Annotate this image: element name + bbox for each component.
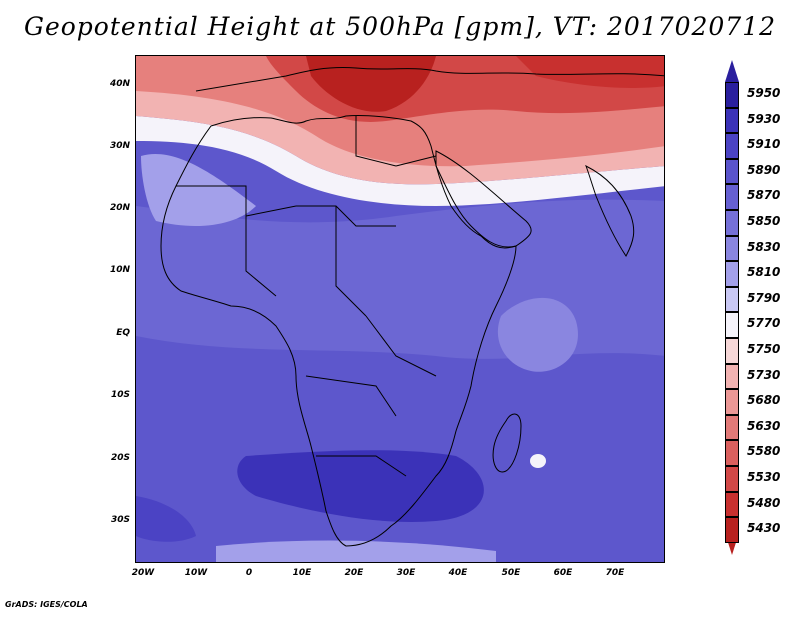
colorbar-swatch [725,466,739,492]
border-line [176,185,297,217]
colorbar-swatch [725,312,739,338]
colorbar-label: 5630 [747,418,781,433]
colorbar-label: 5830 [747,239,781,254]
colorbar-swatch [725,184,739,210]
border-line [335,206,367,317]
field-red-center-asia [516,56,664,88]
india-coastline [585,164,635,257]
africa-coastline [160,114,517,547]
colorbar-swatch [725,414,739,441]
colorbar-swatch [725,261,739,287]
field-light-west [141,154,256,226]
lon-label-60e: 60E [553,568,573,578]
colorbar-label: 5870 [747,188,781,203]
colorbar-label: 5790 [747,290,781,305]
map-plot-area [135,55,665,563]
colorbar-label: 5680 [747,393,781,408]
border-line [316,455,407,477]
colorbar-swatch [725,286,739,313]
colorbar-arrow-top [725,60,739,82]
lat-label-30n: 30N [109,141,130,151]
border-line [355,116,397,167]
field-white-band [136,116,664,206]
border-line [305,375,397,417]
colorbar-swatch [725,158,739,185]
colorbar-swatch [725,491,739,518]
arabia-coastline [435,150,532,248]
lat-label-eq: EQ [116,328,130,338]
madagascar-coastline [492,413,522,473]
field-dark-southwest [136,496,196,542]
lon-label-10w: 10W [184,568,208,578]
colorbar-swatch [725,389,739,415]
colorbar-swatch [725,210,739,236]
lat-label-10n: 10N [109,265,130,275]
field-light-bottom [216,540,496,562]
field-light-madagascar [497,297,578,372]
lat-label-40n: 40N [109,79,130,89]
lon-label-50e: 50E [501,568,521,578]
credit-footer: GrADS: IGES/COLA [5,600,88,609]
colorbar-label: 5930 [747,111,781,126]
colorbar-label: 5890 [747,162,781,177]
lat-label-20s: 20S [110,453,130,463]
colorbar-swatch [725,440,739,466]
colorbar-label: 5810 [747,265,781,280]
colorbar-label: 5480 [747,495,781,510]
colorbar: 5950 5930 5910 5890 5870 5850 5830 5810 5790 5770… [725,60,785,555]
colorbar-label: 5580 [747,444,781,459]
colorbar-label: 5850 [747,214,781,228]
colorbar-label: 5950 [747,86,781,100]
lon-label-20w: 20W [131,568,155,578]
colorbar-swatch [725,107,739,134]
geopotential-height-field [136,56,664,562]
lon-label-30e: 30E [396,568,416,578]
lat-label-10s: 10S [110,390,130,400]
colorbar-label: 5910 [747,137,781,152]
lon-label-70e: 70E [605,568,625,578]
coastlines [160,67,664,547]
lon-label-0: 0 [245,568,253,578]
border-line [395,155,437,167]
lon-label-10e: 10E [292,568,312,578]
colorbar-label: 5730 [747,367,781,382]
colorbar-label: 5530 [747,470,781,484]
colorbar-swatch [725,133,739,159]
colorbar-swatch [725,235,739,262]
field-high-mauritius [530,454,546,468]
lon-label-20e: 20E [344,568,364,578]
field-red-center-east-med [306,56,436,112]
colorbar-label: 5770 [747,316,781,331]
lat-label-20n: 20N [109,203,130,213]
border-line [245,216,277,297]
colorbar-label: 5430 [747,521,781,536]
lon-label-40e: 40E [448,568,468,578]
colorbar-label: 5750 [747,342,781,356]
colorbar-swatch [725,82,739,108]
border-line [296,205,396,227]
colorbar-swatch [725,517,739,543]
europe-coastline [195,67,664,92]
colorbar-swatch [725,338,739,364]
field-dark-south [237,450,484,522]
colorbar-swatch [725,363,739,390]
border-line [365,315,437,377]
map-title: Geopotential Height at 500hPa [gpm], VT:… [23,12,777,41]
lat-label-30s: 30S [110,515,130,525]
